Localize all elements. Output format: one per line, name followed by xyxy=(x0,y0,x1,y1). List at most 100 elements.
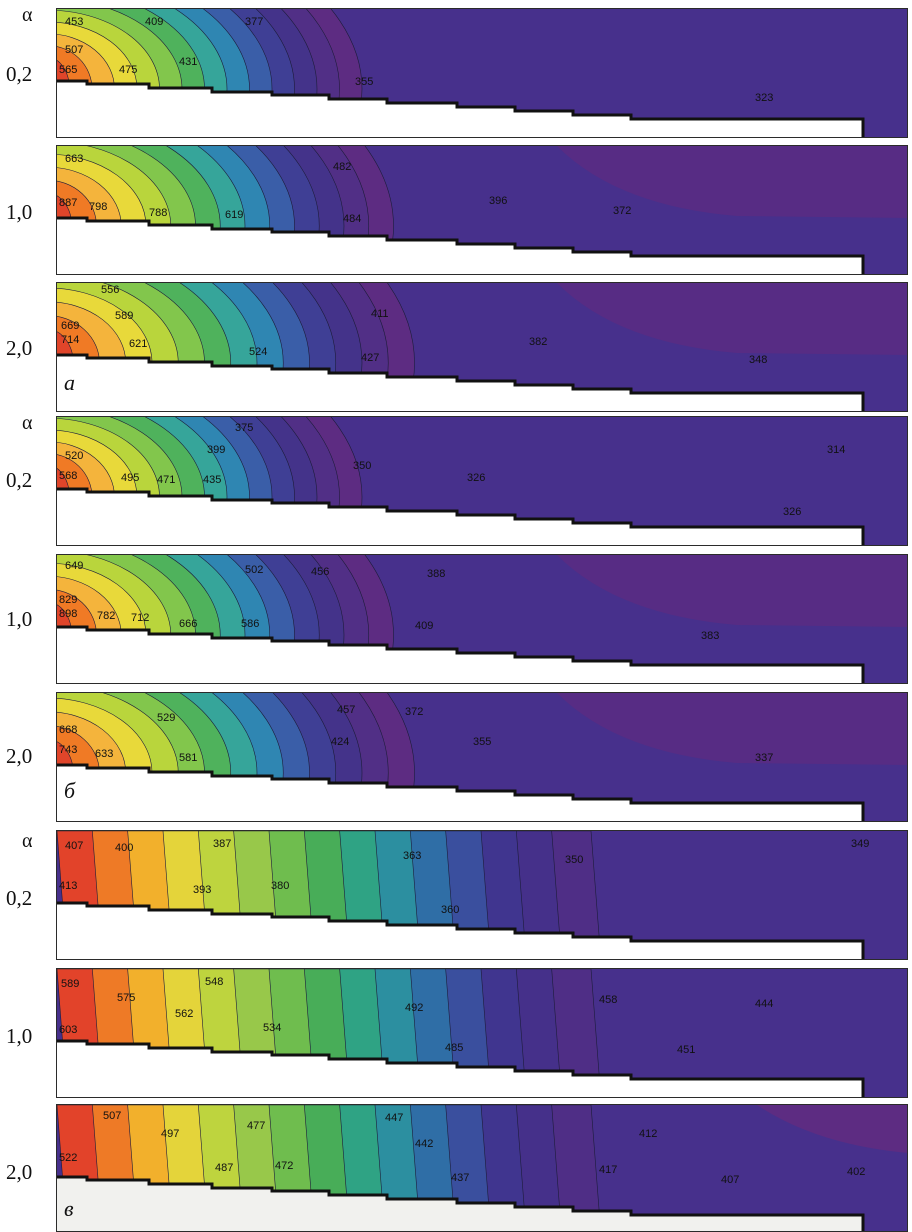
contour-value-label: 743 xyxy=(59,744,78,756)
solid-body xyxy=(57,765,863,821)
contour-value-label: 412 xyxy=(639,1128,658,1140)
body-edge xyxy=(57,625,865,683)
group-letter: в xyxy=(64,1196,74,1221)
contour-value-label: 475 xyxy=(119,64,138,76)
contour-value-label: 788 xyxy=(149,207,168,219)
body-edge xyxy=(57,79,865,137)
contour-value-label: 669 xyxy=(61,320,80,332)
contour-value-label: 529 xyxy=(157,712,176,724)
contour-value-label: 456 xyxy=(311,566,330,578)
contour-value-label: 326 xyxy=(783,506,802,518)
contour-value-label: 829 xyxy=(59,594,78,606)
contour-value-label: 621 xyxy=(129,338,148,350)
contour-band xyxy=(516,1105,566,1231)
contour-value-label: 407 xyxy=(721,1174,740,1186)
alpha-value-label: 2,0 xyxy=(6,1160,33,1184)
contour-value-label: 487 xyxy=(215,1162,234,1174)
group-letter: б xyxy=(64,778,76,803)
contour-value-label: 372 xyxy=(405,706,424,718)
contour-value-label: 402 xyxy=(847,1166,866,1178)
contour-value-label: 477 xyxy=(247,1120,266,1132)
contour-value-label: 898 xyxy=(59,608,78,620)
contour-value-label: 484 xyxy=(343,213,362,225)
contour-panel: 507 497 477 447 442 412 522 487 472 437 417 407 402 xyxy=(56,1104,908,1232)
contour-band xyxy=(551,1105,601,1231)
solid-body xyxy=(57,903,863,959)
contour-band xyxy=(516,969,566,1097)
contour-value-label: 589 xyxy=(115,310,134,322)
contour-value-label: 377 xyxy=(245,16,264,28)
contour-value-label: 393 xyxy=(193,884,212,896)
alpha-value-label: 1,0 xyxy=(6,200,33,224)
contour-value-label: 350 xyxy=(353,460,372,472)
contour-value-label: 447 xyxy=(385,1112,404,1124)
contour-band xyxy=(480,969,531,1097)
alpha-value-label: 1,0 xyxy=(6,1024,33,1048)
contour-value-label: 411 xyxy=(371,308,389,320)
contour-value-label: 619 xyxy=(225,209,244,221)
contour-value-label: 417 xyxy=(599,1164,618,1176)
contour-value-label: 581 xyxy=(179,752,198,764)
contour-value-label: 575 xyxy=(117,992,136,1004)
contour-panel: 453 409 377 507 565 475 431 355 323 xyxy=(56,8,908,138)
contour-field xyxy=(57,146,907,274)
contour-value-label: 668 xyxy=(59,724,78,736)
alpha-value-label: 2,0 xyxy=(6,744,33,768)
alpha-value-label: 0,2 xyxy=(6,468,33,492)
contour-value-label: 472 xyxy=(275,1160,294,1172)
contour-value-label: 534 xyxy=(263,1022,282,1034)
body-edge xyxy=(57,901,865,959)
alpha-value-label: 0,2 xyxy=(6,62,33,86)
contour-value-label: 323 xyxy=(755,92,774,104)
contour-value-label: 589 xyxy=(61,978,80,990)
body-edge xyxy=(57,353,865,411)
contour-band xyxy=(557,555,907,627)
alpha-value-label: 0,2 xyxy=(6,886,33,910)
alpha-header: α xyxy=(22,830,33,852)
contour-value-label: 399 xyxy=(207,444,226,456)
contour-field xyxy=(57,9,907,137)
contour-band xyxy=(551,969,602,1097)
contour-value-label: 524 xyxy=(249,346,268,358)
contour-value-label: 355 xyxy=(473,736,492,748)
contour-value-label: 388 xyxy=(427,568,446,580)
contour-panel: 407 400 387 363 350 349 413 393 380 360 xyxy=(56,830,908,960)
alpha-value-label: 1,0 xyxy=(6,607,33,631)
contour-field xyxy=(57,283,907,411)
contour-field xyxy=(57,969,907,1097)
contour-value-label: 603 xyxy=(59,1024,78,1036)
alpha-header: α xyxy=(22,4,33,26)
contour-value-label: 502 xyxy=(245,564,264,576)
contour-value-label: 714 xyxy=(61,334,80,346)
contour-value-label: 556 xyxy=(101,284,120,296)
contour-value-label: 360 xyxy=(441,904,460,916)
body-edge xyxy=(57,487,865,545)
contour-value-label: 458 xyxy=(599,994,618,1006)
contour-value-label: 326 xyxy=(467,472,486,484)
group-letter: а xyxy=(64,370,75,395)
contour-value-label: 427 xyxy=(361,352,380,364)
contour-value-label: 471 xyxy=(157,474,176,486)
body-edge xyxy=(57,216,865,274)
solid-body xyxy=(57,355,863,411)
contour-value-label: 375 xyxy=(235,422,254,434)
contour-panel: 663 482 887 798 788 619 484 396 372 xyxy=(56,145,908,275)
contour-value-label: 562 xyxy=(175,1008,194,1020)
contour-band xyxy=(757,1105,907,1153)
contour-value-label: 633 xyxy=(95,748,114,760)
contour-value-label: 798 xyxy=(89,201,108,213)
contour-field xyxy=(57,831,907,959)
contour-value-label: 435 xyxy=(203,474,222,486)
contour-value-label: 712 xyxy=(131,612,150,624)
contour-value-label: 565 xyxy=(59,64,78,76)
contour-band xyxy=(557,146,907,218)
contour-value-label: 383 xyxy=(701,630,720,642)
contour-value-label: 444 xyxy=(755,998,774,1010)
contour-value-label: 548 xyxy=(205,976,224,988)
solid-body xyxy=(57,1041,863,1097)
contour-value-label: 520 xyxy=(65,450,84,462)
contour-value-label: 350 xyxy=(565,854,584,866)
alpha-header: α xyxy=(22,412,33,434)
contour-panel: 649 502 456 388 829 898 782 712 666 586 409 383 xyxy=(56,554,908,684)
contour-value-label: 314 xyxy=(827,444,846,456)
